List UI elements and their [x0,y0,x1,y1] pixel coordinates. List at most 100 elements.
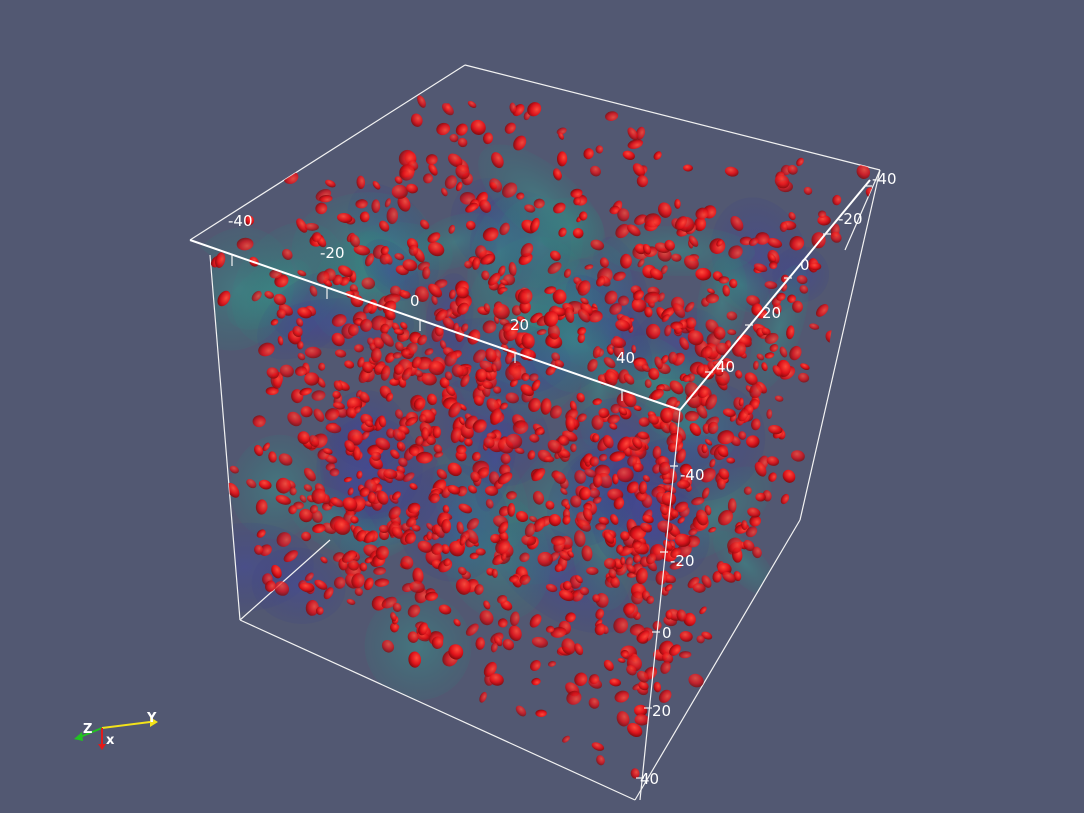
particle [479,199,492,213]
particle [456,521,464,534]
particle [196,256,210,266]
particle [467,485,478,494]
particle [474,584,484,595]
particle [264,580,276,592]
particle [535,709,547,718]
particle [407,502,421,514]
particle [716,478,726,490]
y-axis-arrowhead [150,717,158,727]
particle [573,197,581,206]
particle [441,103,454,116]
particle [682,374,691,382]
particle [620,253,632,269]
particle [610,576,620,588]
particle [741,520,748,531]
particle [634,714,650,726]
particle [743,539,755,552]
particle [464,438,473,447]
particle [789,236,805,251]
particle [349,234,360,248]
particle [603,531,615,544]
particle [577,519,591,532]
particle [516,192,525,200]
particle [384,198,392,208]
particle [483,600,491,610]
particle [612,473,619,485]
particle [343,476,353,483]
particle [477,467,490,479]
particle [562,580,572,591]
particle [479,691,487,703]
particle [297,270,307,277]
particle [398,457,408,467]
particle [457,302,469,315]
particle [561,638,576,655]
particle [562,735,570,743]
particle [609,423,618,430]
particle [493,303,510,320]
particle [643,291,660,304]
particle [818,210,827,218]
particle [544,456,555,463]
particle [595,145,604,154]
particle [417,540,433,553]
particle [679,337,690,350]
particle [385,309,396,321]
particle [696,509,708,526]
particle [304,572,314,582]
particle [313,408,325,422]
particle [490,533,501,544]
particle [625,557,633,567]
y-axis-label: Y [146,711,157,726]
particle [426,435,436,446]
particle [610,337,627,349]
particle [620,531,630,541]
particle [735,370,743,379]
particle [360,318,373,332]
particle [856,164,871,179]
particle [236,237,254,251]
particle [528,398,541,412]
particle [392,602,402,612]
particle [361,277,376,290]
particle [318,362,326,371]
particle [389,378,401,386]
particle [672,303,686,318]
particle [817,215,831,226]
particle [712,571,722,583]
particle [696,635,705,644]
particle [411,524,421,532]
particle [449,133,459,143]
particle [683,164,693,172]
particle [753,360,759,370]
particle [674,216,688,230]
particle [653,151,662,160]
particle [311,488,326,504]
particle [255,499,268,515]
particle [549,405,562,419]
particle [768,425,783,435]
particle [626,665,637,676]
particle [354,344,364,353]
particle [553,168,562,181]
particle [305,600,319,616]
particle [371,451,382,461]
particle [652,620,662,631]
particle [465,623,479,636]
particle [662,652,674,664]
particle [631,591,644,605]
particle [769,343,779,352]
particle [444,175,457,189]
particle [705,293,719,304]
particle [451,364,464,378]
particle [724,166,739,177]
particle [667,442,678,453]
particle [465,220,476,231]
z-axis-arrow [79,727,103,738]
particle [312,523,326,533]
particle [425,154,438,165]
particle [677,516,685,524]
particle [803,186,813,195]
